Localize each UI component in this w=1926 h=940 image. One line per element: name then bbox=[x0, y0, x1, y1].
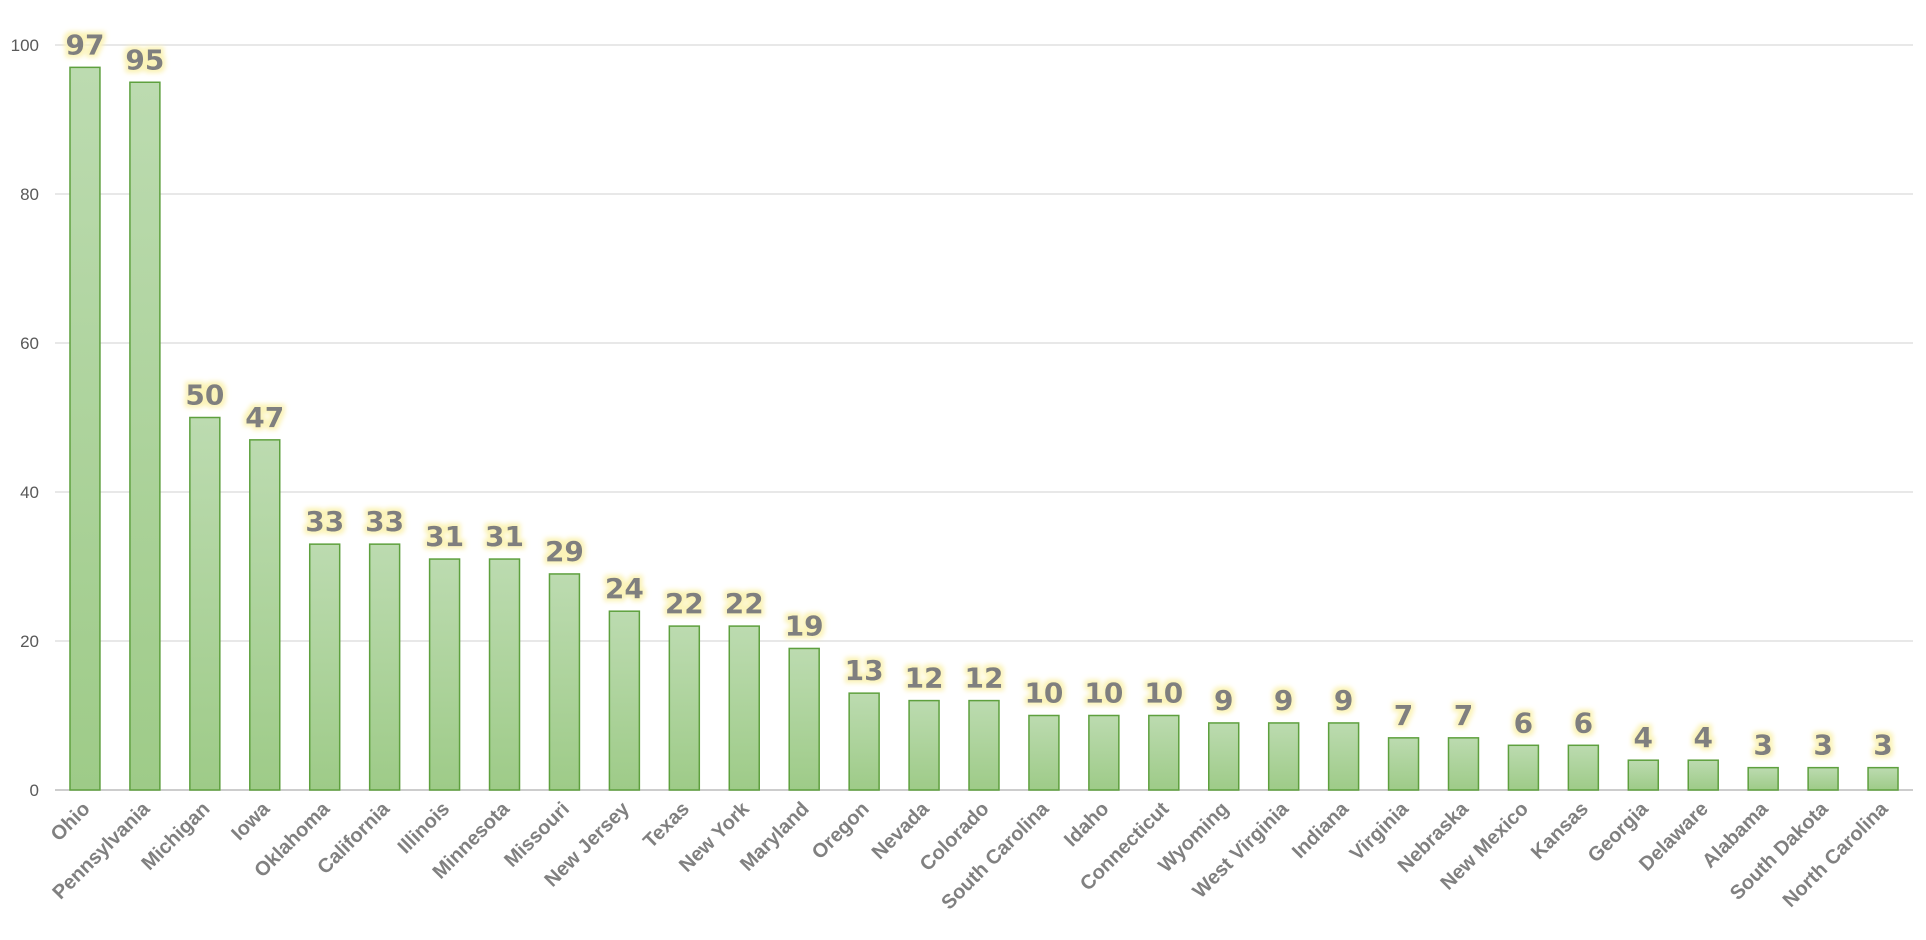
bar-kansas bbox=[1567, 744, 1600, 791]
data-label: 4 bbox=[1693, 721, 1712, 754]
bar-new-jersey bbox=[608, 610, 641, 791]
bar-ohio bbox=[69, 66, 101, 791]
bar-missouri bbox=[548, 573, 581, 791]
data-label: 4 bbox=[1634, 721, 1653, 754]
bar-north-carolina bbox=[1867, 766, 1899, 791]
bar-west-virginia bbox=[1267, 722, 1300, 791]
bar-idaho bbox=[1088, 714, 1120, 791]
bar-nevada bbox=[908, 699, 940, 791]
data-label: 9 bbox=[1274, 684, 1293, 717]
bar-california bbox=[368, 543, 401, 791]
bar-oregon bbox=[848, 692, 880, 791]
y-tick-label: 100 bbox=[11, 36, 39, 55]
data-label: 3 bbox=[1873, 729, 1892, 762]
bar-wyoming bbox=[1208, 722, 1240, 791]
data-label: 10 bbox=[1144, 677, 1183, 710]
bar-maryland bbox=[788, 647, 820, 791]
data-label: 6 bbox=[1514, 706, 1533, 739]
x-tick-label: Kansas bbox=[1527, 798, 1593, 864]
bar-new-york bbox=[728, 625, 760, 791]
x-tick-label: Texas bbox=[639, 798, 694, 853]
x-tick-label: Oregon bbox=[808, 798, 874, 864]
data-label: 12 bbox=[905, 662, 944, 695]
bar-michigan bbox=[189, 416, 221, 791]
data-label: 3 bbox=[1813, 729, 1832, 762]
x-tick-label: Ohio bbox=[47, 798, 95, 846]
x-tick-label: Illinois bbox=[394, 798, 454, 858]
data-label: 10 bbox=[1084, 677, 1123, 710]
data-label: 10 bbox=[1024, 677, 1063, 710]
bar-pennsylvania bbox=[129, 81, 161, 791]
y-tick-label: 20 bbox=[20, 632, 39, 651]
y-tick-label: 80 bbox=[20, 185, 39, 204]
y-tick-label: 40 bbox=[20, 483, 39, 502]
data-label: 95 bbox=[125, 43, 164, 76]
data-label: 97 bbox=[65, 28, 104, 61]
data-label: 33 bbox=[305, 505, 344, 538]
bar-minnesota bbox=[488, 558, 521, 791]
data-label: 19 bbox=[785, 609, 824, 642]
x-tick-label: Iowa bbox=[227, 797, 275, 845]
data-label: 7 bbox=[1454, 699, 1473, 732]
bar-illinois bbox=[428, 558, 461, 791]
bar-nebraska bbox=[1447, 737, 1480, 791]
bars bbox=[69, 66, 1899, 791]
x-tick-label: Indiana bbox=[1288, 797, 1354, 863]
data-label: 6 bbox=[1574, 706, 1593, 739]
data-label: 7 bbox=[1394, 699, 1413, 732]
x-tick-label: Idaho bbox=[1060, 798, 1113, 851]
data-label: 13 bbox=[845, 654, 884, 687]
data-label: 29 bbox=[545, 535, 584, 568]
y-tick-label: 60 bbox=[20, 334, 39, 353]
data-label: 47 bbox=[245, 401, 284, 434]
bar-texas bbox=[668, 625, 701, 791]
bar-oklahoma bbox=[308, 543, 341, 791]
data-label: 9 bbox=[1334, 684, 1353, 717]
bar-georgia bbox=[1627, 759, 1660, 791]
bar-virginia bbox=[1387, 737, 1420, 791]
bar-iowa bbox=[249, 439, 281, 791]
data-label: 9 bbox=[1214, 684, 1233, 717]
bar-colorado bbox=[968, 699, 1000, 791]
x-tick-label: South Carolina bbox=[937, 797, 1054, 914]
y-tick-label: 0 bbox=[30, 781, 39, 800]
y-axis-ticks: 0 20 40 60 80 100 bbox=[11, 36, 39, 800]
bar-alabama bbox=[1747, 766, 1779, 791]
bar-indiana bbox=[1327, 722, 1360, 791]
data-label: 33 bbox=[365, 505, 404, 538]
data-label: 50 bbox=[185, 379, 224, 412]
bar-south-dakota bbox=[1807, 766, 1839, 791]
data-label: 24 bbox=[605, 572, 644, 605]
data-label: 31 bbox=[425, 520, 464, 553]
data-label: 22 bbox=[725, 587, 764, 620]
bar-delaware bbox=[1687, 759, 1719, 791]
data-label: 3 bbox=[1753, 729, 1772, 762]
data-label: 12 bbox=[965, 662, 1004, 695]
x-tick-label: North Carolina bbox=[1779, 797, 1893, 911]
bar-connecticut bbox=[1148, 714, 1180, 791]
data-label: 31 bbox=[485, 520, 524, 553]
bar-new-mexico bbox=[1507, 744, 1540, 791]
data-label: 22 bbox=[665, 587, 704, 620]
bar-south-carolina bbox=[1028, 714, 1060, 791]
